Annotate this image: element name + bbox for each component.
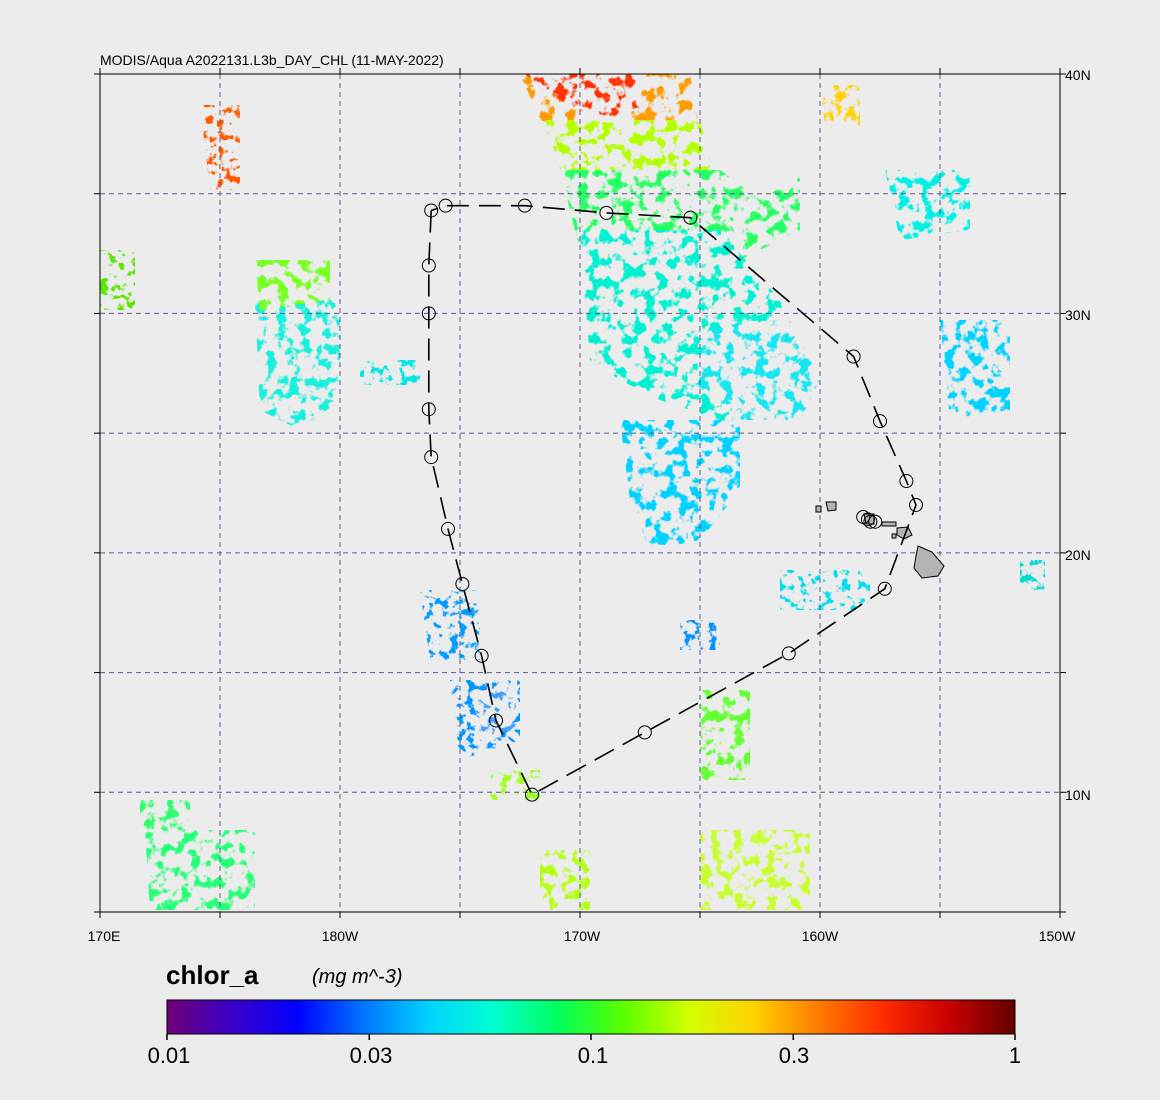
colorbar-variable-label: chlor_a [166,960,259,990]
latitude-labels: 40N 30N 20N 10N [1065,67,1091,803]
colorbar-gradient [166,999,1016,1035]
station-marker-9 [525,787,539,802]
colorbar-tick-labels: 0.01 0.03 0.1 0.3 1 [148,1043,1022,1068]
colorbar-ticks [166,1034,1016,1040]
station-marker-14 [873,414,887,429]
island-hawaii [913,545,945,579]
longitude-labels: 170E 180W 170W 160W 150W [88,928,1076,944]
colorbar-tick-label-0.03: 0.03 [350,1043,393,1068]
colorbar-tick-label-0.01: 0.01 [148,1043,191,1068]
station-marker-oahu-1 [863,514,878,529]
station-marker-12 [877,581,892,596]
station-marker-10 [637,725,652,740]
colorbar: chlor_a (mg m^-3) 0.01 0.03 0.1 0.3 1 [148,960,1022,1068]
lon-label-170w: 170W [564,928,601,944]
cruise-track-stations [421,198,923,802]
station-marker-6 [455,576,470,591]
lat-label-10n: 10N [1065,787,1091,803]
station-marker-17 [438,198,453,213]
lon-label-170e: 170E [88,928,121,944]
colorbar-tick-label-0.1: 0.1 [578,1043,609,1068]
station-marker-4 [424,450,439,465]
lat-label-40n: 40N [1065,67,1091,83]
station-marker-5 [441,521,455,536]
colorbar-tick-label-0.3: 0.3 [779,1043,810,1068]
station-marker-1 [421,258,436,273]
lat-label-20n: 20N [1065,547,1091,563]
lon-label-150w: 150W [1039,928,1076,944]
station-marker-13 [846,349,861,364]
colorbar-units-label: (mg m^-3) [312,966,403,988]
colorbar-tick-label-1: 1 [1009,1043,1021,1068]
station-marker-18 [517,198,532,213]
lon-label-160w: 160W [802,928,839,944]
lon-label-180w: 180W [322,928,359,944]
island-kauai [825,501,837,512]
map-grid [100,74,1060,912]
cruise-track [421,198,923,802]
chlorophyll-swaths [100,74,1045,910]
station-marker-20 [683,210,698,225]
station-marker-2 [421,306,436,321]
station-marker-0 [424,203,439,218]
station-marker-oahu-3 [868,514,883,529]
station-marker-3 [421,402,436,417]
island-maui [896,526,913,540]
station-marker-oahu-2 [861,512,875,527]
lat-label-30n: 30N [1065,307,1091,323]
station-marker-7 [474,648,489,663]
island-molokai [881,521,897,527]
axis-ticks [94,68,1066,918]
station-marker-15 [899,474,914,489]
map-title: MODIS/Aqua A2022131.L3b_DAY_CHL (11-MAY-… [100,52,444,68]
island-lanai [891,533,897,539]
station-marker-11 [781,646,796,661]
hawaiian-islands [815,501,945,579]
station-marker-16 [909,497,923,512]
station-marker-8 [489,713,503,728]
station-marker-19 [599,205,614,220]
cruise-track-line [427,204,917,796]
island-niihau [815,505,822,513]
